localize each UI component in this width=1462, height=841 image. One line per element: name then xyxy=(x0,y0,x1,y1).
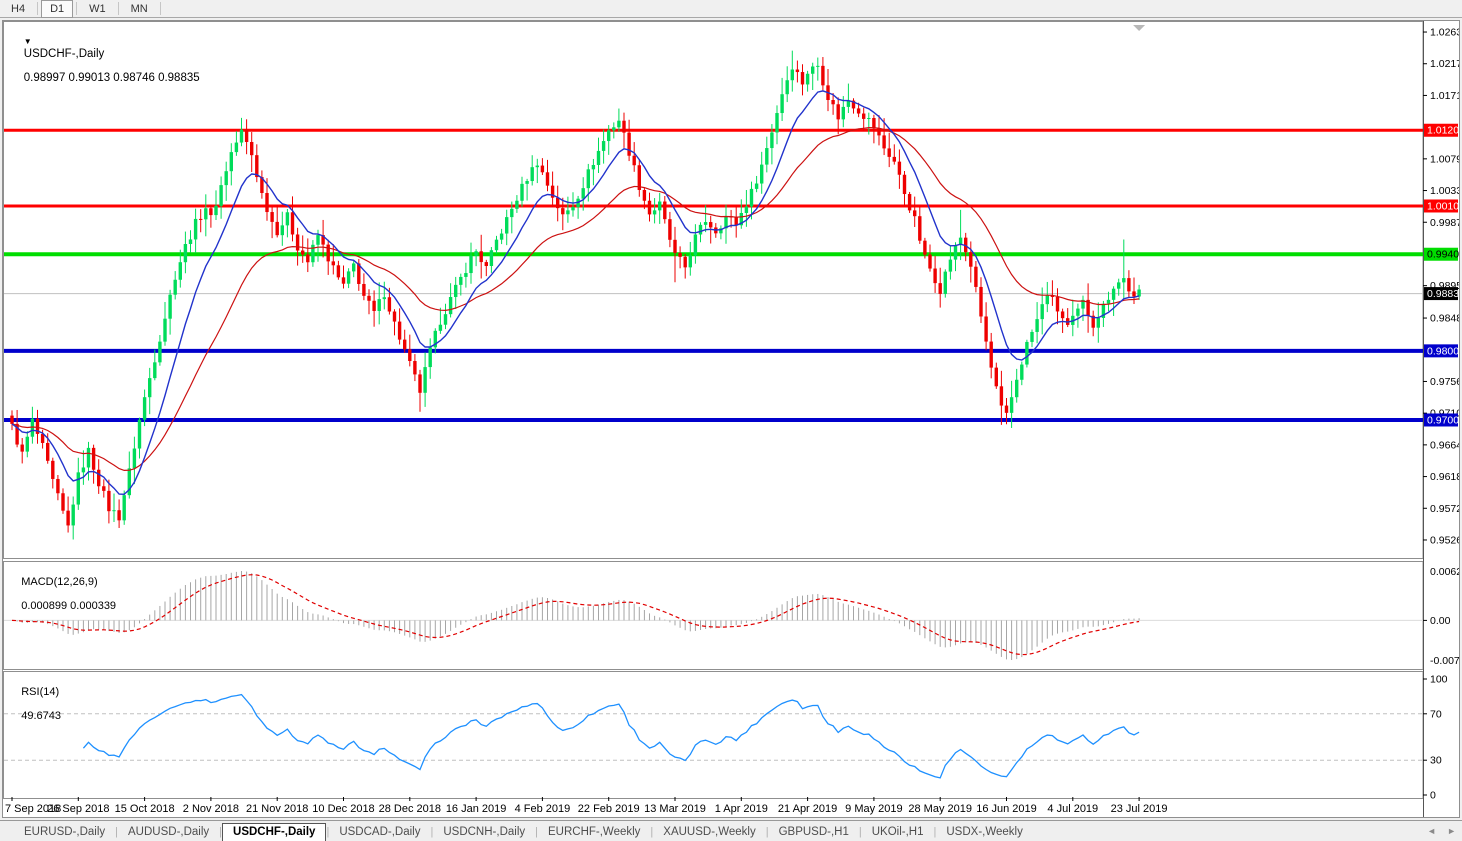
svg-text:23 Jul 2019: 23 Jul 2019 xyxy=(1111,803,1168,815)
svg-text:1.01205: 1.01205 xyxy=(1427,125,1459,137)
price-level-lines[interactable] xyxy=(4,128,1423,422)
svg-text:0.95260: 0.95260 xyxy=(1430,534,1459,546)
chart-tab-xauusd-weekly[interactable]: XAUUSD-,Weekly xyxy=(663,826,756,838)
svg-text:28 Dec 2018: 28 Dec 2018 xyxy=(379,803,441,815)
scroll-to-end-marker[interactable] xyxy=(1133,25,1146,31)
svg-text:2 Nov 2018: 2 Nov 2018 xyxy=(183,803,239,815)
ma-slow-line xyxy=(11,126,1140,472)
svg-text:4 Feb 2019: 4 Feb 2019 xyxy=(515,803,571,815)
svg-text:16 Jan 2019: 16 Jan 2019 xyxy=(446,803,507,815)
level-price-badge: 0.99406 xyxy=(1424,247,1459,261)
svg-text:21 Apr 2019: 21 Apr 2019 xyxy=(778,803,837,815)
chart-tab-gbpusd-h1[interactable]: GBPUSD-,H1 xyxy=(778,826,849,838)
svg-text:16 Jun 2019: 16 Jun 2019 xyxy=(976,803,1037,815)
ma-fast-line xyxy=(11,90,1140,496)
timeframe-toolbar: H4 D1 W1 MN xyxy=(0,0,1462,18)
current-price-badge: 0.98835 xyxy=(1424,287,1459,301)
tabs-scroll-left-icon[interactable]: ◄ xyxy=(1427,826,1436,836)
svg-text:0.98480: 0.98480 xyxy=(1430,313,1459,325)
timeframe-button-w1[interactable]: W1 xyxy=(89,2,106,15)
svg-text:1 Apr 2019: 1 Apr 2019 xyxy=(715,803,768,815)
svg-text:1.01710: 1.01710 xyxy=(1430,90,1459,102)
level-price-badge: 1.01205 xyxy=(1424,123,1459,137)
svg-text:0.95720: 0.95720 xyxy=(1430,503,1459,515)
svg-text:15 Oct 2018: 15 Oct 2018 xyxy=(115,803,175,815)
svg-text:26 Sep 2018: 26 Sep 2018 xyxy=(47,803,109,815)
svg-text:7 Sep 2018: 7 Sep 2018 xyxy=(5,803,61,815)
svg-text:13 Mar 2019: 13 Mar 2019 xyxy=(644,803,706,815)
svg-text:0.97001: 0.97001 xyxy=(1427,414,1459,426)
rsi-axis-label: 0 xyxy=(1430,790,1436,802)
chart-tab-usdcnh-daily[interactable]: USDCNH-,Daily xyxy=(443,826,526,838)
chart-tab-usdcad-daily[interactable]: USDCAD-,Daily xyxy=(339,826,421,838)
toolbar-separator xyxy=(76,2,78,15)
candles-layer xyxy=(10,50,1141,540)
svg-text:0.96180: 0.96180 xyxy=(1430,471,1459,483)
macd-histogram xyxy=(16,571,1140,660)
chart-canvas[interactable]: 1.02630 1.02170 1.01710 1.00790 1.00330 0.998… xyxy=(3,21,1459,817)
tab-separator: | xyxy=(933,826,937,838)
chart-tab-eurchf-weekly[interactable]: EURCHF-,Weekly xyxy=(547,826,641,838)
timeframe-button-mn[interactable]: MN xyxy=(130,2,148,15)
svg-text:1.00330: 1.00330 xyxy=(1430,185,1459,197)
chart-tabbar: ◄ ► EURUSD-,Daily | AUDUSD-,Daily | USDCHF-,… xyxy=(0,820,1462,841)
svg-text:0.96640: 0.96640 xyxy=(1430,439,1459,451)
tabs-scroll-right-icon[interactable]: ► xyxy=(1447,826,1456,836)
chart-tab-usdx-weekly[interactable]: USDX-,Weekly xyxy=(946,826,1023,838)
macd-axis-max: 0.006286 xyxy=(1430,566,1459,578)
chart-window: 1.02630 1.02170 1.01710 1.00790 1.00330 0.998… xyxy=(2,20,1460,818)
svg-text:21 Nov 2018: 21 Nov 2018 xyxy=(246,803,308,815)
macd-axis-zero: 0.00 xyxy=(1430,615,1451,627)
tab-separator: | xyxy=(430,826,434,838)
svg-text:0.99870: 0.99870 xyxy=(1430,217,1459,229)
svg-text:28 May 2019: 28 May 2019 xyxy=(908,803,972,815)
macd-axis-min: -0.00762 xyxy=(1430,655,1459,667)
rsi-axis-label: 30 xyxy=(1430,755,1442,767)
tab-separator: | xyxy=(650,826,654,838)
rsi-axis-label: 70 xyxy=(1430,708,1442,720)
chart-tab-eurusd-daily[interactable]: EURUSD-,Daily xyxy=(24,826,106,838)
svg-text:0.99406: 0.99406 xyxy=(1427,249,1459,261)
svg-text:1.00790: 1.00790 xyxy=(1430,153,1459,165)
svg-text:1.00106: 1.00106 xyxy=(1427,200,1459,212)
tab-separator: | xyxy=(535,826,538,838)
timeframe-button-h4[interactable]: H4 xyxy=(11,2,26,15)
tab-separator: | xyxy=(115,826,119,838)
pane-border xyxy=(3,21,1424,559)
rsi-line xyxy=(82,693,1140,779)
toolbar-separator xyxy=(159,2,161,15)
svg-text:10 Dec 2018: 10 Dec 2018 xyxy=(312,803,374,815)
svg-text:0.98004: 0.98004 xyxy=(1427,345,1459,357)
tab-separator: | xyxy=(765,826,769,838)
toolbar-separator xyxy=(117,2,119,15)
svg-text:0.98835: 0.98835 xyxy=(1427,288,1459,300)
price-axis[interactable]: 1.02630 1.02170 1.01710 1.00790 1.00330 0.998… xyxy=(1423,27,1459,547)
level-price-badge: 0.98004 xyxy=(1424,344,1459,358)
macd-signal-line xyxy=(11,574,1140,656)
svg-text:0.97560: 0.97560 xyxy=(1430,376,1459,388)
toolbar-separator xyxy=(37,2,39,15)
timeframe-button-d1[interactable]: D1 xyxy=(41,0,74,18)
level-price-badge: 1.00106 xyxy=(1424,199,1459,213)
tab-separator: | xyxy=(326,826,330,838)
chart-tab-ukoil-h1[interactable]: UKOil-,H1 xyxy=(871,826,924,838)
svg-text:9 May 2019: 9 May 2019 xyxy=(845,803,902,815)
tab-separator: | xyxy=(219,826,223,838)
svg-text:1.02170: 1.02170 xyxy=(1430,58,1459,70)
pane-border xyxy=(3,671,1424,799)
tab-separator: | xyxy=(858,826,862,838)
svg-text:4 Jul 2019: 4 Jul 2019 xyxy=(1047,803,1098,815)
svg-text:1.02630: 1.02630 xyxy=(1430,27,1459,39)
level-price-badge: 0.97001 xyxy=(1424,413,1459,427)
chart-tab-usdchf-daily[interactable]: USDCHF-,Daily xyxy=(222,823,327,841)
rsi-axis-label: 100 xyxy=(1430,674,1448,686)
chart-tab-audusd-daily[interactable]: AUDUSD-,Daily xyxy=(128,826,210,838)
svg-text:22 Feb 2019: 22 Feb 2019 xyxy=(578,803,640,815)
